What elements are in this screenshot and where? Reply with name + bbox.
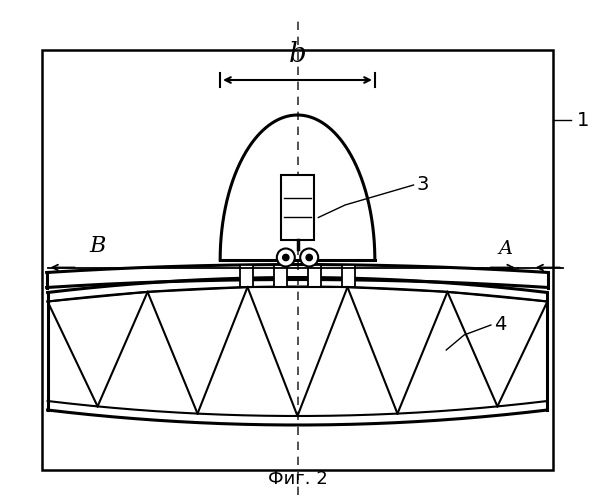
Bar	[42, 50, 553, 470]
Text: b: b	[289, 41, 306, 68]
Text: 1: 1	[577, 110, 590, 130]
Bar	[240, 265, 253, 287]
Circle shape	[306, 254, 312, 260]
Bar	[274, 264, 287, 287]
Bar	[342, 265, 355, 287]
Circle shape	[277, 248, 295, 266]
Text: B: B	[89, 236, 106, 258]
Circle shape	[300, 248, 318, 266]
Bar	[308, 264, 321, 287]
Text: 3: 3	[416, 176, 429, 195]
Circle shape	[283, 254, 289, 260]
Text: A: A	[499, 240, 513, 258]
Text: 4: 4	[494, 316, 506, 334]
Text: Фиг. 2: Фиг. 2	[268, 470, 327, 488]
Bar	[281, 175, 314, 240]
